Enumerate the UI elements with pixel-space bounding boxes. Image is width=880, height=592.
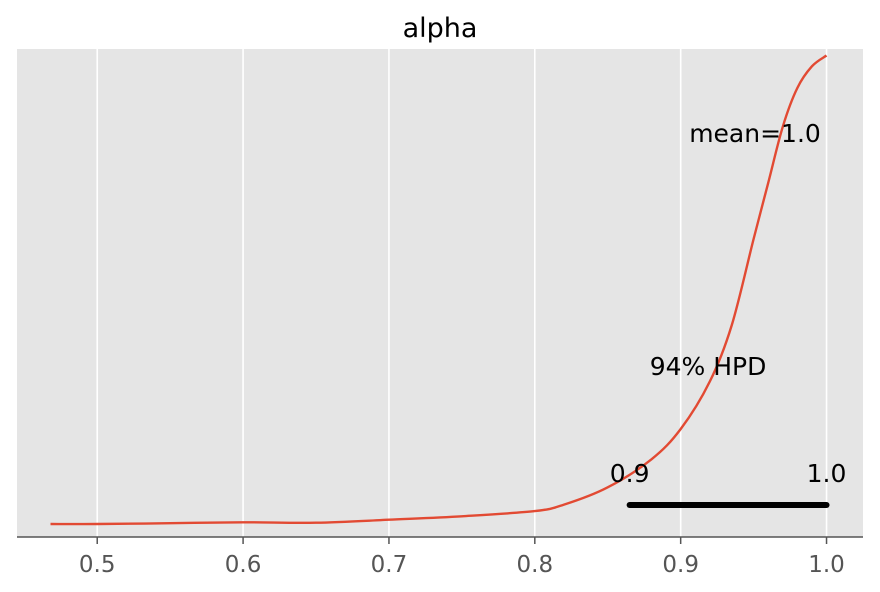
x-tick-label: 0.6 xyxy=(225,552,262,578)
hpd-upper-value: 1.0 xyxy=(807,459,847,488)
x-tick-label: 0.8 xyxy=(517,552,554,578)
plot-background xyxy=(17,49,863,537)
mean-annotation: mean=1.0 xyxy=(689,119,821,148)
series-line xyxy=(50,54,828,526)
x-tick-label: 1.0 xyxy=(808,552,845,578)
hpd-label: 94% HPD xyxy=(650,352,767,381)
chart-title: alpha xyxy=(403,13,478,44)
grid-lines xyxy=(96,49,828,537)
x-axis-ticks: 0.5 0.6 0.7 0.8 0.9 1.0 xyxy=(79,537,845,578)
x-tick-label: 0.9 xyxy=(662,552,699,578)
x-tick-label: 0.5 xyxy=(79,552,116,578)
x-tick-label: 0.7 xyxy=(371,552,408,578)
hpd-lower-value: 0.9 xyxy=(610,459,650,488)
